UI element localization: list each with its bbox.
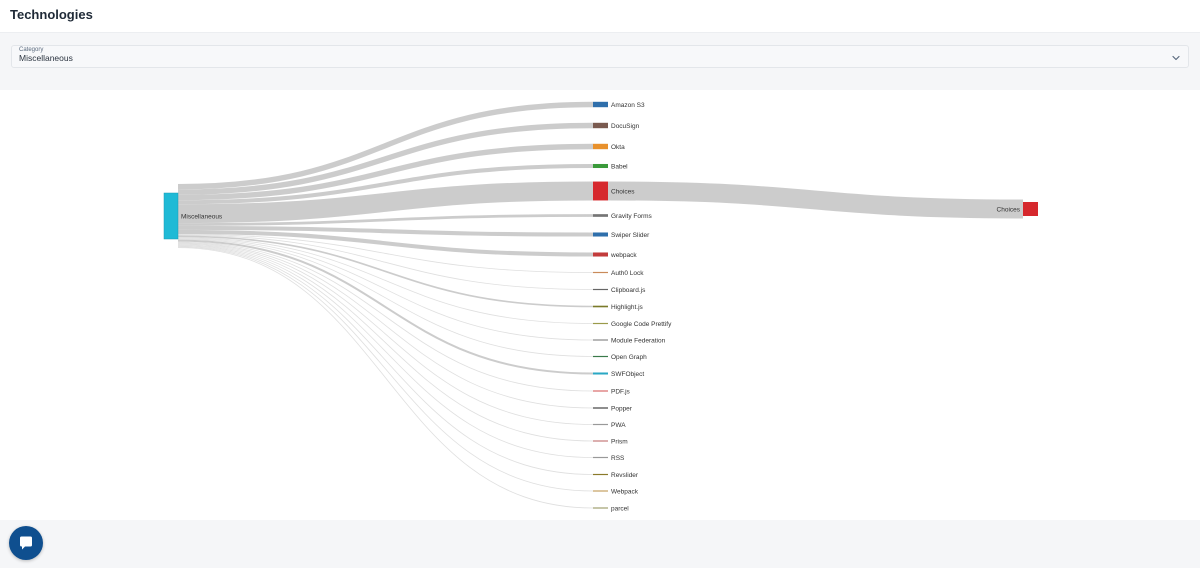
category-select[interactable]: Category Miscellaneous <box>11 45 1189 68</box>
sankey-link-babel[interactable] <box>177 163 594 205</box>
sankey-label-rss: RSS <box>611 455 625 462</box>
sankey-label-choices: Choices <box>611 188 635 195</box>
sankey-label-babel: Babel <box>611 163 628 170</box>
sankey-node-prism[interactable] <box>593 440 608 442</box>
sankey-node-choices[interactable] <box>593 181 608 201</box>
sankey-node-babel[interactable] <box>593 163 608 169</box>
sankey-link-docusign[interactable] <box>177 122 594 195</box>
sankey-node-gravity-forms[interactable] <box>593 214 608 217</box>
sankey-label-swfobject: SWFObject <box>611 371 644 378</box>
sankey-label-webpack: webpack <box>610 252 637 259</box>
sankey-node-auth0-lock[interactable] <box>593 271 608 274</box>
sankey-label-google-code-prettify: Google Code Prettify <box>611 321 672 328</box>
sankey-chart: Choices Miscellaneous Amazon S3 DocuSign Okt… <box>0 90 1200 520</box>
sankey-node-webpack[interactable] <box>593 490 608 492</box>
sankey-node-highlight-js[interactable] <box>593 305 608 308</box>
sankey-link-prism[interactable] <box>177 244 594 442</box>
sankey-label-popper: Popper <box>611 405 633 412</box>
sankey-link-pwa[interactable] <box>177 243 594 425</box>
sankey-link-popper[interactable] <box>177 242 594 409</box>
sankey-nodes <box>163 101 1038 509</box>
sankey-svg: Choices Miscellaneous Amazon S3 DocuSign Okt… <box>163 101 1038 512</box>
sankey-label-gravity-forms: Gravity Forms <box>611 213 653 220</box>
sankey-node-docusign[interactable] <box>593 122 608 129</box>
sankey-label-okta: Okta <box>611 144 625 151</box>
sankey-link-swiper-slider[interactable] <box>177 225 594 237</box>
sankey-link-google-code-prettify[interactable] <box>177 237 594 324</box>
sankey-node-miscellaneous[interactable] <box>163 192 179 240</box>
sankey-link-clipboard-js[interactable] <box>177 234 594 290</box>
page-header: Technologies <box>0 0 1200 32</box>
filter-band: Category Miscellaneous <box>0 32 1200 90</box>
sankey-node-revslider[interactable] <box>593 473 608 476</box>
sankey-node-webpack[interactable] <box>593 252 608 257</box>
sankey-node-swiper-slider[interactable] <box>593 232 608 237</box>
sankey-link-webpack[interactable] <box>177 246 594 492</box>
sankey-label-target-choices: Choices <box>997 206 1021 213</box>
sankey-node-module-federation[interactable] <box>593 339 608 341</box>
sankey-link-auth0-lock[interactable] <box>177 233 594 273</box>
sankey-label-highlight-js: Highlight.js <box>611 304 644 311</box>
category-select-value: Miscellaneous <box>19 53 73 63</box>
chevron-down-icon[interactable] <box>1170 51 1182 63</box>
sankey-link-webpack[interactable] <box>177 229 594 257</box>
sankey-node-open-graph[interactable] <box>593 355 608 358</box>
sankey-node-clipboard-js[interactable] <box>593 288 608 291</box>
sankey-link-gravity-forms[interactable] <box>177 214 594 226</box>
chat-button[interactable] <box>9 526 43 560</box>
sankey-link-swfobject[interactable] <box>177 239 594 375</box>
sankey-label-revslider: Revslider <box>611 472 639 479</box>
sankey-label-webpack: Webpack <box>611 488 639 495</box>
footer-band <box>0 520 1200 568</box>
sankey-link-revslider[interactable] <box>177 245 594 475</box>
sankey-links <box>177 101 1024 509</box>
sankey-link-highlight-js[interactable] <box>177 235 594 308</box>
sankey-label-miscellaneous: Miscellaneous <box>181 213 223 220</box>
sankey-node-target-choices[interactable] <box>1023 202 1038 216</box>
sankey-link-rss[interactable] <box>177 244 594 458</box>
sankey-label-module-federation: Module Federation <box>611 337 666 344</box>
sankey-node-swfobject[interactable] <box>593 372 608 375</box>
sankey-link-module-federation[interactable] <box>177 237 594 341</box>
sankey-link-choices-target[interactable] <box>607 181 1024 219</box>
page-title: Technologies <box>10 7 93 22</box>
sankey-node-popper[interactable] <box>593 407 608 409</box>
sankey-link-amazon-s3[interactable] <box>177 101 594 190</box>
sankey-node-rss[interactable] <box>593 456 608 459</box>
sankey-link-parcel[interactable] <box>177 247 594 509</box>
sankey-node-amazon-s3[interactable] <box>593 101 608 108</box>
sankey-node-pwa[interactable] <box>593 423 608 426</box>
sankey-link-okta[interactable] <box>177 143 594 201</box>
sankey-node-okta[interactable] <box>593 143 608 150</box>
sankey-node-pdf-js[interactable] <box>593 390 608 392</box>
sankey-label-amazon-s3: Amazon S3 <box>611 102 645 109</box>
sankey-link-open-graph[interactable] <box>177 238 594 357</box>
chat-bubble-icon <box>20 536 32 550</box>
category-select-label: Category <box>19 47 44 53</box>
sankey-label-pwa: PWA <box>611 422 626 429</box>
sankey-label-auth0-lock: Auth0 Lock <box>611 270 644 277</box>
sankey-label-docusign: DocuSign <box>611 123 640 130</box>
sankey-link-pdf-js[interactable] <box>177 241 594 392</box>
sankey-label-pdf-js: PDF.js <box>611 388 631 395</box>
sankey-link-choices[interactable] <box>177 181 594 224</box>
sankey-label-prism: Prism <box>611 438 628 445</box>
sankey-label-open-graph: Open Graph <box>611 354 647 361</box>
sankey-labels: Choices Miscellaneous Amazon S3 DocuSign Okt… <box>181 102 1021 512</box>
sankey-node-parcel[interactable] <box>593 507 608 509</box>
sankey-label-clipboard-js: Clipboard.js <box>611 287 646 294</box>
sankey-label-parcel: parcel <box>611 505 629 512</box>
sankey-node-google-code-prettify[interactable] <box>593 322 608 325</box>
sankey-label-swiper-slider: Swiper Slider <box>611 232 650 239</box>
